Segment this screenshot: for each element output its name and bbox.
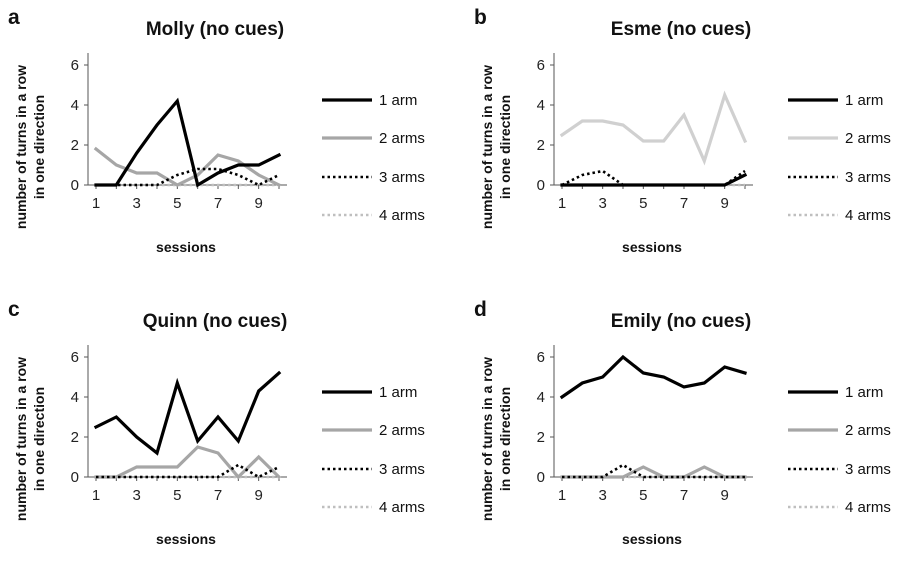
x-tick-label: 7 <box>680 487 688 504</box>
x-axis-label: sessions <box>622 531 682 547</box>
chart-panel-d: d Emily (no cues) number of turns in a row… <box>474 298 891 547</box>
x-axis-label: sessions <box>622 239 682 255</box>
y-tick-label: 4 <box>71 389 79 406</box>
legend-label-4-arms: 4 arms <box>845 499 891 516</box>
x-tick-label: 5 <box>639 195 647 212</box>
legend-label-1-arm: 1 arm <box>845 384 883 401</box>
y-tick-label: 4 <box>71 97 79 114</box>
y-axis-label: number of turns in a row <box>479 65 495 229</box>
chart-title: Molly (no cues) <box>146 19 284 40</box>
y-axis-label: number of turns in a row <box>13 357 29 521</box>
series-line-2-arms <box>559 90 748 166</box>
x-tick-label: 1 <box>558 195 566 212</box>
x-tick-label: 1 <box>92 487 100 504</box>
y-axis-label-line-2: in one direction <box>497 387 513 491</box>
y-tick-label: 4 <box>537 97 545 114</box>
series-line-2-arms <box>560 465 747 479</box>
legend-label-2-arms: 2 arms <box>379 422 425 439</box>
x-tick-label: 9 <box>720 487 728 504</box>
chart-panel-c: c Quinn (no cues) number of turns in a row… <box>8 298 425 547</box>
series-line-1-arm <box>94 97 282 188</box>
x-tick-label: 3 <box>598 487 606 504</box>
series-line-2-arms <box>94 445 282 480</box>
y-tick-label: 6 <box>537 57 545 74</box>
legend-label-2-arms: 2 arms <box>845 130 891 147</box>
y-tick-label: 0 <box>71 177 79 194</box>
y-tick-label: 6 <box>71 57 79 74</box>
series-line-1-arm <box>559 354 747 400</box>
legend-label-3-arms: 3 arms <box>845 169 891 186</box>
series-line-3-arms <box>96 167 280 187</box>
series-line-1-arm <box>560 172 748 187</box>
x-tick-label: 1 <box>558 487 566 504</box>
x-tick-label: 9 <box>720 195 728 212</box>
panel-letter: b <box>474 6 487 29</box>
x-tick-label: 1 <box>92 195 100 212</box>
x-axis-label: sessions <box>156 239 216 255</box>
panel-letter: c <box>8 298 20 321</box>
y-tick-label: 6 <box>71 349 79 366</box>
x-tick-label: 9 <box>254 195 262 212</box>
y-tick-label: 2 <box>71 429 79 446</box>
y-tick-label: 2 <box>71 137 79 154</box>
legend-label-4-arms: 4 arms <box>379 207 425 224</box>
legend-label-1-arm: 1 arm <box>379 384 417 401</box>
legend-label-1-arm: 1 arm <box>379 92 417 109</box>
y-tick-label: 2 <box>537 429 545 446</box>
y-tick-label: 0 <box>537 177 545 194</box>
x-tick-label: 7 <box>680 195 688 212</box>
x-tick-label: 5 <box>639 487 647 504</box>
legend-label-2-arms: 2 arms <box>845 422 891 439</box>
x-tick-label: 7 <box>214 195 222 212</box>
y-tick-label: 0 <box>537 469 545 486</box>
legend-label-1-arm: 1 arm <box>845 92 883 109</box>
y-axis-label-line-2: in one direction <box>31 387 47 491</box>
y-axis-label: number of turns in a row <box>13 65 29 229</box>
y-axis-label-line-2: in one direction <box>497 95 513 199</box>
y-tick-label: 6 <box>537 349 545 366</box>
x-tick-label: 3 <box>132 487 140 504</box>
x-tick-label: 5 <box>173 487 181 504</box>
legend-label-4-arms: 4 arms <box>845 207 891 224</box>
y-axis-label: number of turns in a row <box>479 357 495 521</box>
legend-label-3-arms: 3 arms <box>379 461 425 478</box>
y-tick-label: 4 <box>537 389 545 406</box>
y-tick-label: 2 <box>537 137 545 154</box>
y-tick-label: 0 <box>71 469 79 486</box>
chart-panel-b: b Esme (no cues) number of turns in a row i… <box>474 6 891 255</box>
chart-title: Emily (no cues) <box>611 311 751 332</box>
legend-label-3-arms: 3 arms <box>379 169 425 186</box>
x-tick-label: 3 <box>132 195 140 212</box>
panel-letter: d <box>474 298 487 321</box>
legend-label-2-arms: 2 arms <box>379 130 425 147</box>
chart-title: Esme (no cues) <box>611 19 751 40</box>
x-axis-label: sessions <box>156 531 216 547</box>
y-axis-label-line-2: in one direction <box>31 95 47 199</box>
chart-title: Quinn (no cues) <box>143 311 288 332</box>
panel-letter: a <box>8 6 20 29</box>
x-tick-label: 5 <box>173 195 181 212</box>
chart-panel-a: a Molly (no cues) number of turns in a row… <box>8 6 425 255</box>
legend-label-3-arms: 3 arms <box>845 461 891 478</box>
x-tick-label: 7 <box>214 487 222 504</box>
series-line-1-arm <box>93 370 282 456</box>
x-tick-label: 3 <box>598 195 606 212</box>
legend-label-4-arms: 4 arms <box>379 499 425 516</box>
x-tick-label: 9 <box>254 487 262 504</box>
